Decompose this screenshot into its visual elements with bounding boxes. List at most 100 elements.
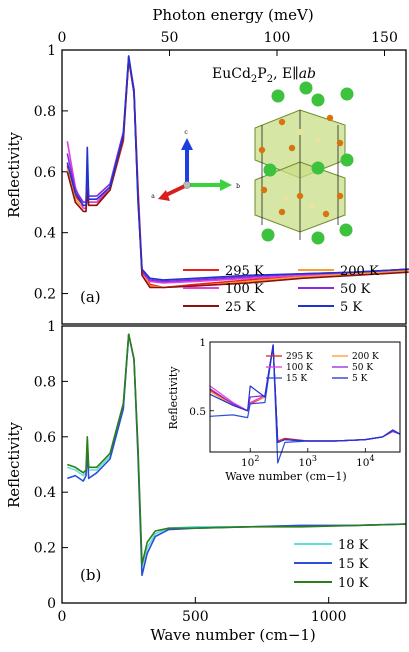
series-line-200K: [66, 58, 409, 289]
atom-eu: [311, 161, 325, 175]
panel-a-frame: [61, 49, 407, 325]
atom-eu: [299, 81, 313, 95]
y-tick-label: 0.4: [34, 226, 56, 242]
y-tick-label: 1: [47, 319, 56, 335]
panel-a-series: [66, 55, 409, 289]
x-tick-label: 500: [182, 609, 209, 625]
series-line-295K: [66, 58, 409, 289]
legend-label: 295 K: [225, 264, 264, 279]
inset-legend-label: 200 K: [352, 352, 379, 362]
compound-label: EuCd2P2, E∥ab: [212, 66, 316, 85]
top-axis-label: Photon energy (meV): [152, 6, 313, 24]
inset-background: [210, 342, 400, 482]
top-tick-label: 100: [264, 30, 291, 46]
panel-b-tag: (b): [80, 566, 101, 584]
panel-b-y-label: Reflectivity: [5, 421, 23, 508]
atom-eu: [311, 231, 325, 245]
inset-series-line-5K: [209, 344, 401, 443]
y-tick-label: 0.8: [34, 104, 56, 120]
inset-y-tick-label: 1: [199, 337, 206, 349]
inset-frame: [209, 341, 401, 453]
y-tick-label: 1: [47, 43, 56, 59]
panel-a-legend: 295 K 200 K 100 K 50 K 25 K 5 K: [183, 264, 379, 315]
panel-b-frame: [61, 325, 407, 604]
panel-a: Photon energy (meV) 0 50 100 150 0.20.40.60…: [5, 6, 409, 325]
y-tick-label: 0.8: [34, 374, 56, 390]
inset-x-ticks: 102 103 104: [241, 448, 375, 469]
atom-p: [326, 114, 334, 122]
b-axis-label: b: [236, 183, 240, 190]
top-tick-label: 150: [371, 30, 398, 46]
inset-y-tick-label: 0.5: [189, 406, 206, 418]
inset-legend-label: 295 K: [286, 352, 313, 362]
series-line-100K: [66, 58, 409, 284]
panel-b: 0 0.2 0.4 0.6 0.8 1 0 500 1000 Reflectivity Wav…: [5, 319, 407, 644]
y-tick-label: 0.6: [34, 165, 56, 181]
x-tick-label: 1000: [311, 609, 347, 625]
legend-label: 18 K: [338, 538, 369, 553]
atom-cd: [283, 195, 289, 201]
atom-p: [278, 208, 286, 216]
atom-eu: [311, 93, 325, 107]
atom-p: [336, 192, 344, 200]
b-axis-arrowhead: [220, 179, 232, 191]
legend-label: 5 K: [340, 300, 362, 315]
inset-y-label: Reflectivity: [167, 366, 180, 430]
series-line-10K: [67, 333, 407, 566]
inset-x-label: Wave number (cm−1): [225, 470, 346, 483]
series-line-5K: [66, 55, 409, 281]
atom-cd: [297, 129, 303, 135]
crystal-structure-illustration: [254, 81, 354, 245]
top-tick-label: 50: [161, 30, 179, 46]
axis-origin: [183, 181, 191, 189]
y-tick-label: 0.4: [34, 485, 56, 501]
atom-p: [288, 144, 296, 152]
y-tick-label: 0.6: [34, 430, 56, 446]
panel-b-x-label: Wave number (cm−1): [150, 626, 316, 644]
atom-eu: [263, 163, 277, 177]
y-tick-label: 0: [47, 596, 56, 612]
series-line-50K: [66, 55, 409, 283]
inset-plot: 295 K 200 K 100 K 50 K 15 K 5 K 0.5 1 102 103 10…: [167, 337, 401, 483]
inset-series: [209, 344, 401, 464]
panel-b-y-ticks: 0 0.2 0.4 0.6 0.8 1: [34, 319, 68, 612]
atom-eu: [271, 89, 285, 103]
inset-legend-label: 100 K: [286, 363, 313, 373]
atom-p: [278, 118, 286, 126]
inset-legend-label: 15 K: [286, 374, 307, 384]
crystal-axes: c a b: [151, 129, 240, 201]
series-line-25K: [66, 58, 409, 289]
a-axis-label: a: [151, 193, 155, 200]
atom-p: [322, 210, 330, 218]
atom-eu: [340, 87, 354, 101]
panel-b-x-ticks: 0 500 1000: [58, 597, 347, 625]
top-tick-label: 0: [58, 30, 67, 46]
legend-label: 100 K: [225, 282, 264, 297]
c-axis-arrowhead: [181, 138, 193, 150]
atom-eu: [339, 223, 353, 237]
legend-label: 10 K: [338, 576, 369, 591]
top-axis-ticks: 0 50 100 150: [58, 30, 398, 56]
inset-legend-label: 5 K: [352, 374, 368, 384]
panel-b-legend: 18 K 15 K 10 K: [294, 538, 369, 591]
y-tick-label: 0.2: [34, 541, 56, 557]
atom-eu: [340, 153, 354, 167]
y-tick-label: 0.2: [34, 287, 56, 303]
inset-legend: 295 K 200 K 100 K 50 K 15 K 5 K: [266, 352, 379, 384]
panel-a-y-label: Reflectivity: [5, 131, 23, 218]
legend-label: 200 K: [340, 264, 379, 279]
atom-p: [336, 139, 344, 147]
a-axis-arrow: [163, 183, 188, 198]
x-tick-label: 0: [58, 609, 67, 625]
inset-legend-label: 50 K: [352, 363, 373, 373]
panel-b-series: [67, 333, 407, 577]
legend-label: 25 K: [225, 300, 256, 315]
atom-cd: [309, 203, 315, 209]
legend-label: 50 K: [340, 282, 371, 297]
panel-a-tag: (a): [80, 288, 101, 306]
atom-cd: [315, 137, 321, 143]
atom-p: [260, 186, 268, 194]
atom-p: [296, 192, 304, 200]
panel-a-y-ticks: 0.2 0.4 0.6 0.8 1: [34, 43, 68, 303]
